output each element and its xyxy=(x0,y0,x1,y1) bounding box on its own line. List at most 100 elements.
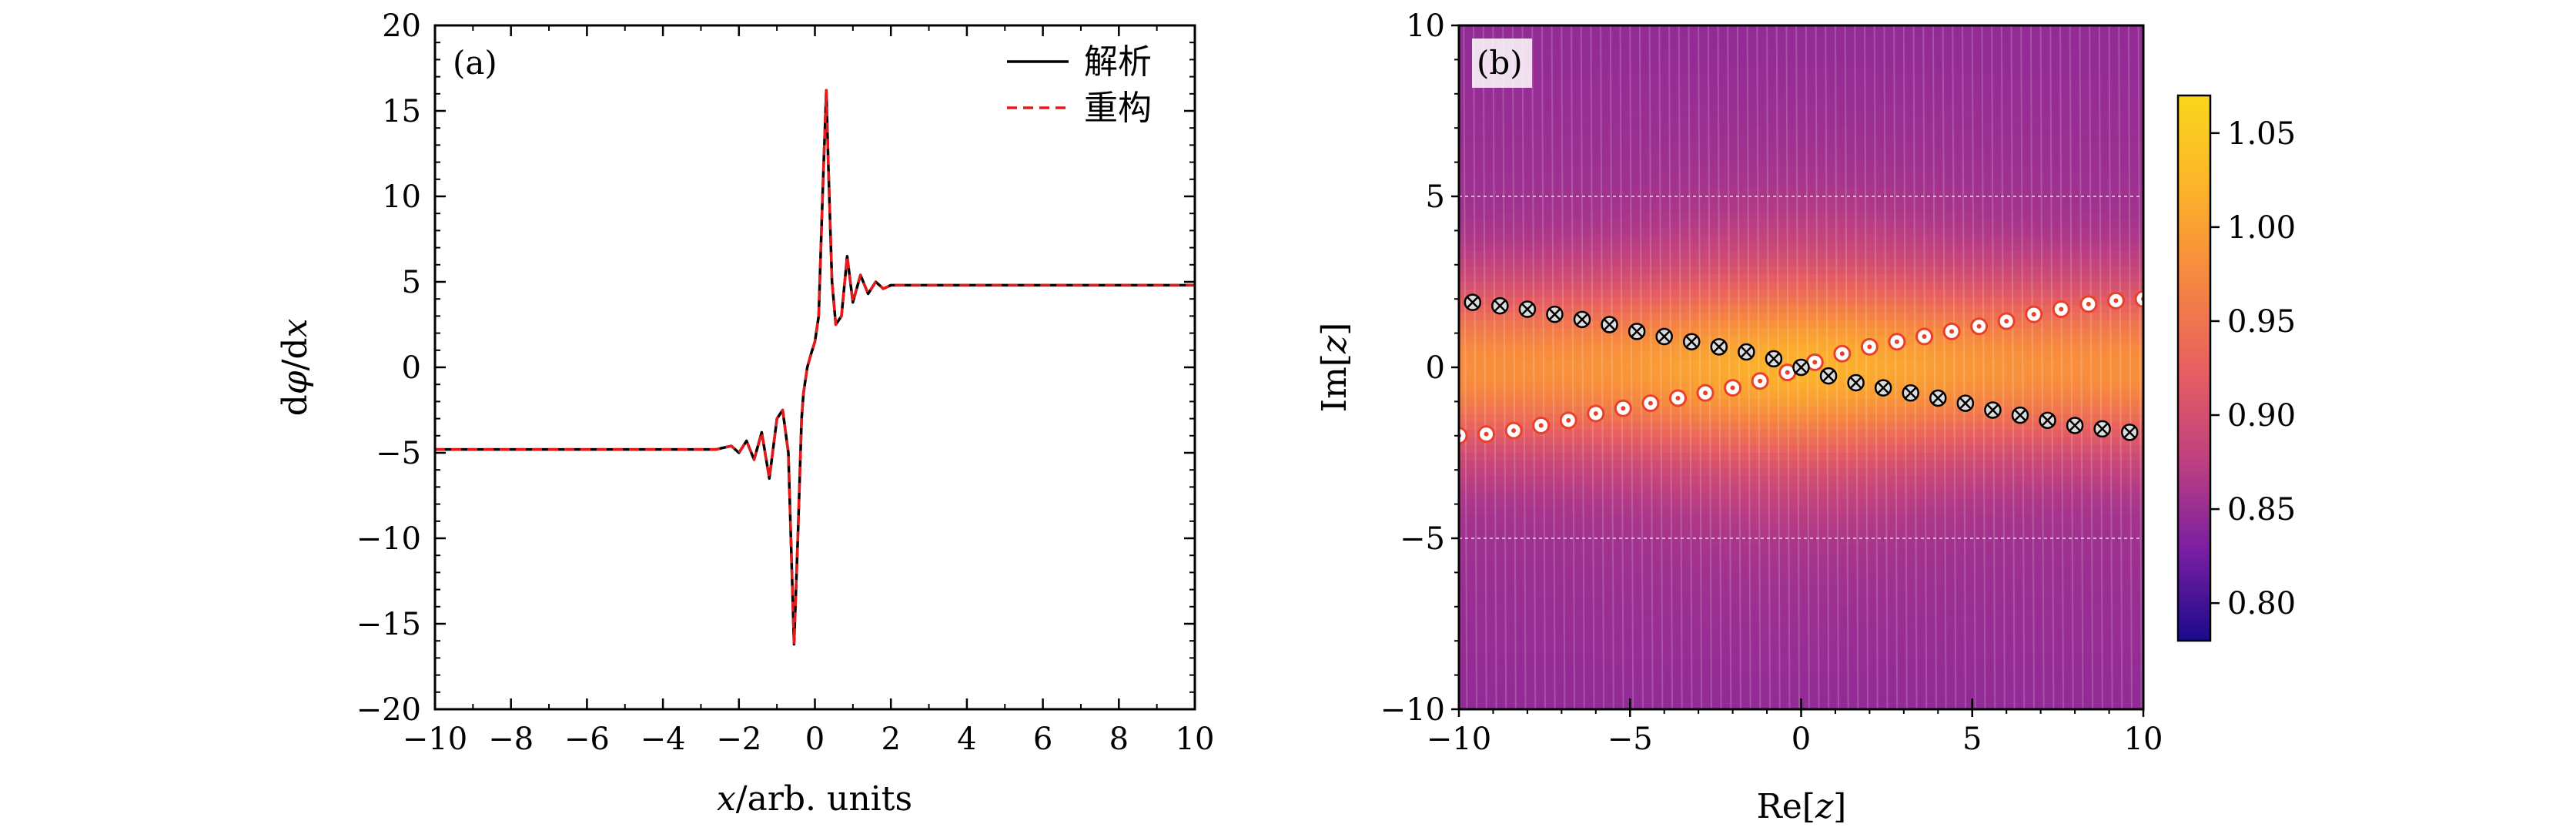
heatmap-cell xyxy=(1909,157,1919,166)
heatmap-cell xyxy=(1459,290,1470,298)
heatmap-cell xyxy=(1781,243,1792,252)
heatmap-cell xyxy=(1478,250,1489,260)
heatmap-cell xyxy=(2084,49,2096,57)
heatmap-cell xyxy=(1713,468,1724,477)
heatmap-cell xyxy=(1869,235,1880,244)
heatmap-cell xyxy=(1869,149,1880,159)
heatmap-cell xyxy=(2046,406,2056,415)
heatmap-cell xyxy=(1654,453,1665,461)
heatmap-cell xyxy=(1674,142,1684,151)
heatmap-cell xyxy=(2006,33,2017,42)
heatmap-cell xyxy=(1820,468,1832,477)
heatmap-cell xyxy=(2113,149,2125,159)
heatmap-cell xyxy=(1909,468,1919,477)
heatmap-cell xyxy=(1684,429,1694,438)
heatmap-cell xyxy=(1624,282,1636,290)
heatmap-cell xyxy=(2065,453,2076,461)
heatmap-cell xyxy=(1664,507,1674,516)
heatmap-cell xyxy=(1781,212,1792,220)
heatmap-cell xyxy=(1928,491,1939,501)
heatmap-cell xyxy=(1957,157,1968,166)
heatmap-cell xyxy=(1605,546,1616,554)
heatmap-cell xyxy=(2026,398,2036,407)
heatmap-cell xyxy=(1957,165,1968,174)
heatmap-cell xyxy=(1527,461,1538,469)
heatmap-cell xyxy=(1595,499,1607,508)
heatmap-cell xyxy=(2016,72,2027,81)
heatmap-cell xyxy=(1967,359,1978,368)
heatmap-cell xyxy=(1840,212,1851,220)
heatmap-cell xyxy=(1644,484,1655,493)
heatmap-cell xyxy=(1537,297,1547,306)
heatmap-cell xyxy=(1811,79,1822,89)
heatmap-cell xyxy=(1517,328,1528,337)
heatmap-cell xyxy=(2026,142,2036,151)
heatmap-cell xyxy=(1781,134,1792,142)
heatmap-cell xyxy=(1830,212,1841,220)
heatmap-cell xyxy=(1918,421,1929,430)
heatmap-cell xyxy=(1664,41,1674,49)
heatmap-cell xyxy=(1761,64,1772,73)
heatmap-cell xyxy=(1537,273,1547,283)
heatmap-cell xyxy=(1781,87,1792,96)
heatmap-cell xyxy=(1703,95,1714,104)
heatmap-cell xyxy=(1507,126,1518,135)
heatmap-cell xyxy=(1497,25,1509,34)
heatmap-cell xyxy=(1576,196,1587,205)
heatmap-cell xyxy=(2084,453,2096,461)
heatmap-cell xyxy=(2133,468,2143,477)
heatmap-cell xyxy=(1977,343,1988,353)
heatmap-cell xyxy=(1654,41,1665,49)
heatmap-cell xyxy=(1938,437,1949,446)
heatmap-cell xyxy=(1664,484,1674,493)
heatmap-cell xyxy=(1586,305,1597,313)
heatmap-cell xyxy=(1889,453,1900,461)
heatmap-cell xyxy=(2026,282,2036,290)
heatmap-cell xyxy=(2046,336,2056,345)
heatmap-cell xyxy=(1595,258,1607,267)
heatmap-cell xyxy=(1507,165,1518,174)
heatmap-cell xyxy=(1693,56,1705,65)
heatmap-cell xyxy=(1488,383,1499,391)
heatmap-cell xyxy=(1928,359,1939,368)
heatmap-cell xyxy=(1507,476,1518,484)
heatmap-cell xyxy=(1928,499,1939,508)
heatmap-cell xyxy=(1624,522,1636,531)
heatmap-cell xyxy=(1459,538,1470,547)
heatmap-cell xyxy=(1967,538,1978,547)
heatmap-cell xyxy=(2133,282,2143,290)
heatmap-cell xyxy=(1605,414,1616,423)
heatmap-cell xyxy=(1624,507,1636,516)
heatmap-cell xyxy=(1674,157,1684,166)
heatmap-cell xyxy=(1830,64,1841,73)
heatmap-cell xyxy=(1557,196,1567,205)
heatmap-cell xyxy=(1850,290,1861,298)
heatmap-cell xyxy=(1732,95,1743,104)
heatmap-cell xyxy=(1781,305,1792,313)
heatmap-cell xyxy=(1791,453,1802,461)
heatmap-cell xyxy=(1977,204,1988,213)
heatmap-cell xyxy=(2113,72,2125,81)
heatmap-cell xyxy=(1586,546,1597,554)
heatmap-cell xyxy=(1889,282,1900,290)
heatmap-cell xyxy=(2094,444,2105,454)
heatmap-cell xyxy=(1879,421,1890,430)
heatmap-cell xyxy=(1801,165,1812,174)
heatmap-cell xyxy=(1948,390,1959,399)
heatmap-cell xyxy=(1752,87,1763,96)
heatmap-cell xyxy=(1527,390,1538,399)
heatmap-cell xyxy=(1761,102,1772,112)
heatmap-cell xyxy=(1586,33,1597,42)
heatmap-cell xyxy=(1634,499,1645,508)
heatmap-cell xyxy=(2016,235,2027,244)
heatmap-cell xyxy=(1909,258,1919,267)
heatmap-cell xyxy=(1938,111,1949,119)
heatmap-cell xyxy=(1566,235,1577,244)
heatmap-cell xyxy=(1624,514,1636,524)
heatmap-cell xyxy=(1722,421,1734,430)
heatmap-cell xyxy=(1752,72,1763,81)
heatmap-cell xyxy=(1468,383,1479,391)
heatmap-cell xyxy=(1957,367,1968,376)
heatmap-cell xyxy=(1869,204,1880,213)
heatmap-cell xyxy=(2123,235,2134,244)
